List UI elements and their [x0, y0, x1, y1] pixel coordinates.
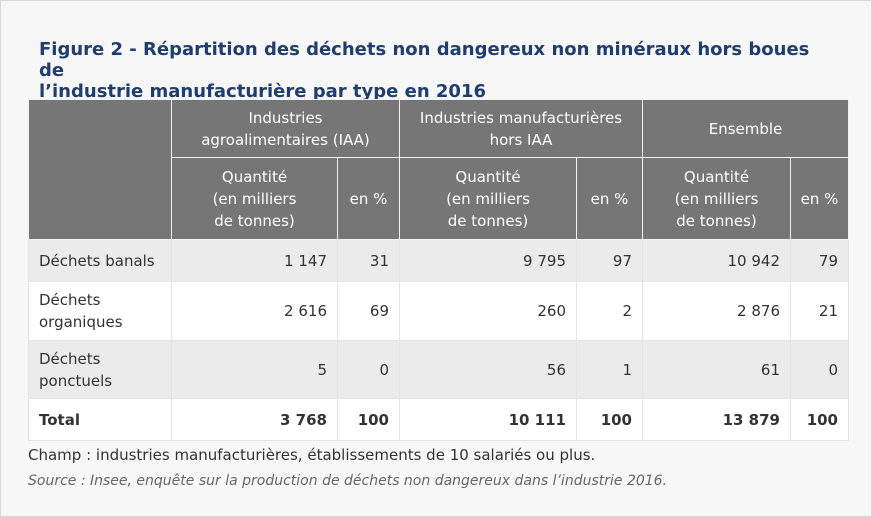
header-qty-line: de tonnes): [214, 211, 295, 230]
cell-pct-ensemble: 79: [790, 239, 849, 282]
figure-title-line-2: l’industrie manufacturière par type en 2…: [39, 81, 486, 102]
cell-qty-iaa: 2 616: [171, 281, 338, 341]
cell-pct-ensemble: 0: [790, 340, 849, 399]
scope-note: Champ : industries manufacturières, étab…: [28, 446, 596, 464]
cell-pct-hors-iaa: 100: [576, 398, 643, 441]
cell-qty-ensemble: 2 876: [642, 281, 791, 341]
cell-qty-iaa: 1 147: [171, 239, 338, 282]
header-empty-cell: [28, 99, 172, 240]
table-row-dechets-organiques: Déchets organiques 2 616 69 260 2 2 876 …: [28, 281, 849, 341]
header-qty-ensemble: Quantité (en milliers de tonnes): [642, 157, 791, 240]
figure-title-line-1: Figure 2 - Répartition des déchets non d…: [39, 39, 810, 81]
header-qty-line: Quantité: [683, 167, 750, 186]
cell-qty-hors-iaa: 9 795: [399, 239, 577, 282]
header-group-hors-iaa: Industries manufacturières hors IAA: [399, 99, 643, 158]
table-row-total: Total 3 768 100 10 111 100 13 879 100: [28, 398, 849, 441]
header-group-ensemble: Ensemble: [642, 99, 849, 158]
row-label: Déchets organiques: [28, 281, 172, 341]
header-qty-line: de tonnes): [447, 211, 529, 230]
header-qty-hors-iaa: Quantité (en milliers de tonnes): [399, 157, 577, 240]
cell-qty-ensemble: 10 942: [642, 239, 791, 282]
row-label-line: Déchets: [39, 349, 101, 368]
cell-qty-ensemble: 13 879: [642, 398, 791, 441]
row-label: Total: [28, 398, 172, 441]
row-label-line: ponctuels: [39, 371, 113, 390]
row-label-line: Total: [39, 410, 80, 429]
table-row-dechets-ponctuels: Déchets ponctuels 5 0 56 1 61 0: [28, 340, 849, 399]
cell-pct-ensemble: 100: [790, 398, 849, 441]
header-qty-line: Quantité: [455, 167, 521, 186]
source-note: Source : Insee, enquête sur la productio…: [28, 473, 668, 489]
table-row-dechets-banals: Déchets banals 1 147 31 9 795 97 10 942 …: [28, 239, 849, 282]
data-table: Industries agroalimentaires (IAA) Indust…: [28, 99, 849, 441]
cell-qty-ensemble: 61: [642, 340, 791, 399]
cell-pct-iaa: 69: [337, 281, 400, 341]
cell-qty-iaa: 3 768: [171, 398, 338, 441]
cell-pct-hors-iaa: 2: [576, 281, 643, 341]
cell-pct-hors-iaa: 1: [576, 340, 643, 399]
header-row-units: Quantité (en milliers de tonnes) en % Qu…: [29, 157, 849, 240]
cell-pct-iaa: 100: [337, 398, 400, 441]
header-row-groups: Industries agroalimentaires (IAA) Indust…: [28, 99, 849, 240]
header-qty-line: Quantité: [221, 167, 288, 186]
cell-qty-hors-iaa: 260: [399, 281, 577, 341]
header-qty-line: (en milliers: [446, 189, 530, 208]
cell-pct-ensemble: 21: [790, 281, 849, 341]
header-pct-iaa: en %: [337, 157, 400, 240]
header-pct-hors-iaa: en %: [576, 157, 643, 240]
row-label-line: organiques: [39, 313, 123, 331]
header-group-iaa: Industries agroalimentaires (IAA): [171, 99, 400, 158]
cell-pct-iaa: 31: [337, 239, 400, 282]
cell-pct-hors-iaa: 97: [576, 239, 643, 282]
row-label-line: Déchets banals: [39, 251, 155, 270]
header-qty-line: (en milliers: [212, 189, 297, 208]
row-label: Déchets ponctuels: [28, 340, 172, 399]
cell-qty-hors-iaa: 56: [399, 340, 577, 399]
figure-title: Figure 2 - Répartition des déchets non d…: [39, 39, 839, 102]
cell-qty-iaa: 5: [171, 340, 338, 399]
row-label-line: Déchets: [39, 291, 101, 309]
header-qty-line: de tonnes): [676, 211, 757, 230]
cell-pct-iaa: 0: [337, 340, 400, 399]
header-pct-ensemble: en %: [790, 157, 849, 240]
header-qty-iaa: Quantité (en milliers de tonnes): [171, 157, 338, 240]
cell-qty-hors-iaa: 10 111: [399, 398, 577, 441]
header-qty-line: (en milliers: [674, 189, 759, 208]
row-label: Déchets banals: [28, 239, 172, 282]
